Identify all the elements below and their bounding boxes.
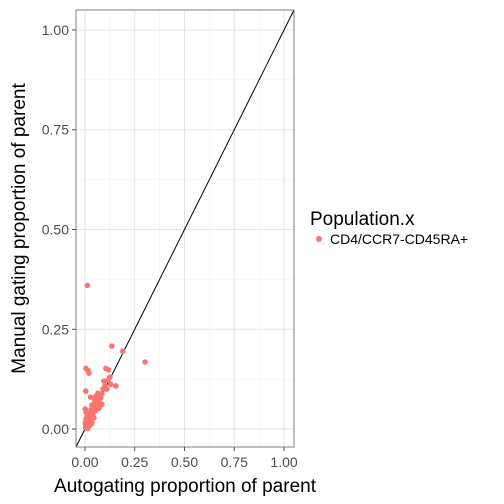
data-point <box>91 396 98 402</box>
data-point <box>85 425 91 432</box>
data-point <box>82 420 89 426</box>
y-tick-label: 1.00 <box>42 22 69 38</box>
legend: Population.x CD4/CCR7-CD45RA+ <box>310 209 468 247</box>
x-tick-label: 0.50 <box>171 454 198 470</box>
data-point <box>82 388 89 394</box>
data-point <box>142 359 148 365</box>
x-tick-label: 1.00 <box>270 454 297 470</box>
data-point <box>105 367 112 373</box>
y-tick-label: 0.00 <box>42 421 69 437</box>
y-axis-title: Manual gating proportion of parent <box>9 83 30 374</box>
data-point <box>101 378 107 384</box>
reference-line-layer <box>75 9 295 448</box>
data-point <box>108 381 114 388</box>
legend-entry-label: CD4/CCR7-CD45RA+ <box>330 231 468 247</box>
data-point <box>98 395 104 401</box>
axis-ticks: 0.00 0.25 0.50 0.75 1.00 0.00 0.25 0.50 0.75 1.00 <box>42 22 298 470</box>
data-point <box>83 409 89 416</box>
data-point <box>109 343 115 349</box>
data-point <box>91 415 97 421</box>
y-tick-label: 0.25 <box>42 321 69 337</box>
data-point <box>119 348 126 355</box>
data-points <box>82 282 148 432</box>
data-point <box>89 402 95 408</box>
data-point <box>100 386 106 392</box>
x-tick-label: 0.25 <box>121 454 148 470</box>
data-point <box>99 401 105 408</box>
x-tick-label: 0.00 <box>71 454 98 470</box>
data-point <box>113 383 119 389</box>
data-point <box>104 386 110 392</box>
x-tick-label: 0.75 <box>221 454 248 470</box>
y-tick-label: 0.75 <box>42 122 69 138</box>
data-point <box>84 282 91 289</box>
legend-key <box>316 236 322 242</box>
identity-line <box>75 9 295 448</box>
data-point <box>86 370 92 376</box>
x-axis-title: Autogating proportion of parent <box>54 476 317 497</box>
y-tick-label: 0.50 <box>42 221 69 237</box>
legend-title: Population.x <box>310 209 415 230</box>
